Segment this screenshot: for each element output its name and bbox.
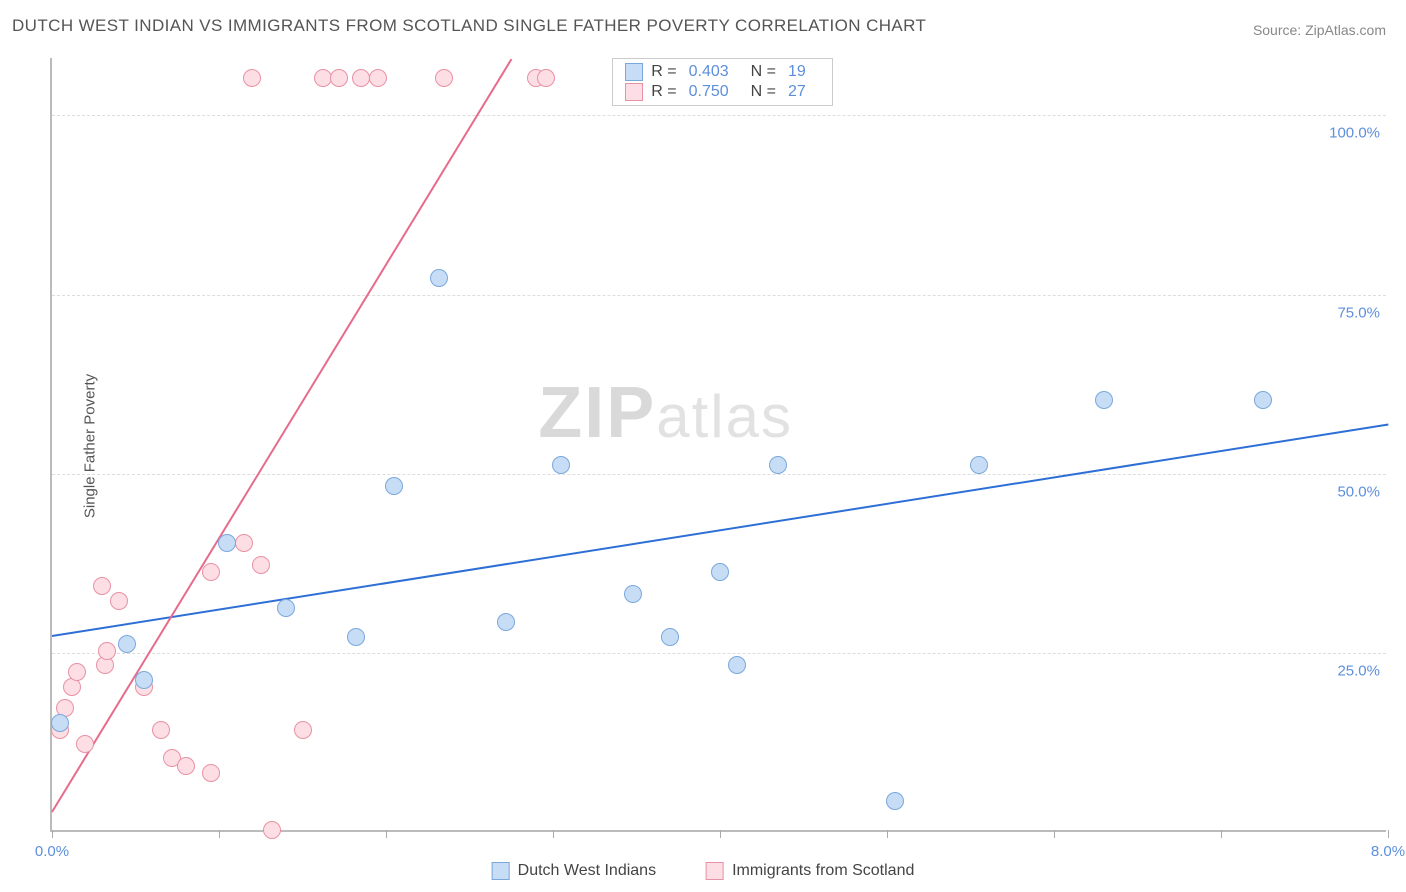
data-point [497,613,515,631]
source-attribution: Source: ZipAtlas.com [1253,22,1386,38]
stats-row-series-0: R = 0.403 N = 19 [625,63,820,81]
data-point [118,635,136,653]
stats-row-series-1: R = 0.750 N = 27 [625,83,820,101]
data-point [970,456,988,474]
xtick-label: 0.0% [35,843,69,860]
series-legend: Dutch West Indians Immigrants from Scotl… [492,862,915,880]
n-value-0: 19 [788,63,806,81]
data-point [177,757,195,775]
chart-container: DUTCH WEST INDIAN VS IMMIGRANTS FROM SCO… [0,0,1406,892]
legend-item-0: Dutch West Indians [492,862,656,880]
xtick [386,830,387,838]
data-point [51,714,69,732]
gridline [52,295,1386,296]
data-point [76,735,94,753]
legend-label-1: Immigrants from Scotland [732,862,914,880]
data-point [552,456,570,474]
data-point [430,269,448,287]
ytick-label: 75.0% [1337,304,1380,321]
data-point [1254,391,1272,409]
gridline [52,474,1386,475]
data-point [263,821,281,839]
data-point [385,477,403,495]
ytick-label: 100.0% [1329,125,1380,142]
data-point [1095,391,1113,409]
data-point [135,671,153,689]
watermark-atlas: atlas [656,382,793,451]
xtick [1221,830,1222,838]
data-point [110,592,128,610]
data-point [728,656,746,674]
n-label: N = [751,63,776,81]
xtick [1054,830,1055,838]
watermark-zip: ZIP [538,372,656,454]
trend-line [52,424,1388,637]
legend-swatch-1 [706,862,724,880]
gridline [52,653,1386,654]
data-point [330,69,348,87]
watermark: ZIPatlas [538,372,793,454]
data-point [435,69,453,87]
data-point [68,663,86,681]
xtick [720,830,721,838]
data-point [769,456,787,474]
r-value-1: 0.750 [689,83,729,101]
r-label: R = [651,83,676,101]
xtick [52,830,53,838]
data-point [252,556,270,574]
data-point [202,563,220,581]
data-point [202,764,220,782]
swatch-series-0 [625,63,643,81]
data-point [886,792,904,810]
legend-label-0: Dutch West Indians [518,862,656,880]
n-value-1: 27 [788,83,806,101]
data-point [624,585,642,603]
stats-legend: R = 0.403 N = 19 R = 0.750 N = 27 [612,58,833,106]
data-point [93,577,111,595]
data-point [218,534,236,552]
r-label: R = [651,63,676,81]
data-point [537,69,555,87]
legend-swatch-0 [492,862,510,880]
data-point [369,69,387,87]
xtick-label: 8.0% [1371,843,1405,860]
data-point [347,628,365,646]
r-value-0: 0.403 [689,63,729,81]
ytick-label: 25.0% [1337,662,1380,679]
data-point [352,69,370,87]
data-point [277,599,295,617]
xtick [219,830,220,838]
ytick-label: 50.0% [1337,483,1380,500]
legend-item-1: Immigrants from Scotland [706,862,914,880]
xtick [1388,830,1389,838]
data-point [98,642,116,660]
trend-line [51,58,512,812]
plot-area: ZIPatlas R = 0.403 N = 19 R = 0.750 N = … [50,58,1386,832]
data-point [314,69,332,87]
swatch-series-1 [625,83,643,101]
n-label: N = [751,83,776,101]
xtick [553,830,554,838]
data-point [235,534,253,552]
data-point [152,721,170,739]
gridline [52,115,1386,116]
data-point [711,563,729,581]
data-point [294,721,312,739]
xtick [887,830,888,838]
data-point [243,69,261,87]
chart-title: DUTCH WEST INDIAN VS IMMIGRANTS FROM SCO… [12,16,926,36]
data-point [661,628,679,646]
